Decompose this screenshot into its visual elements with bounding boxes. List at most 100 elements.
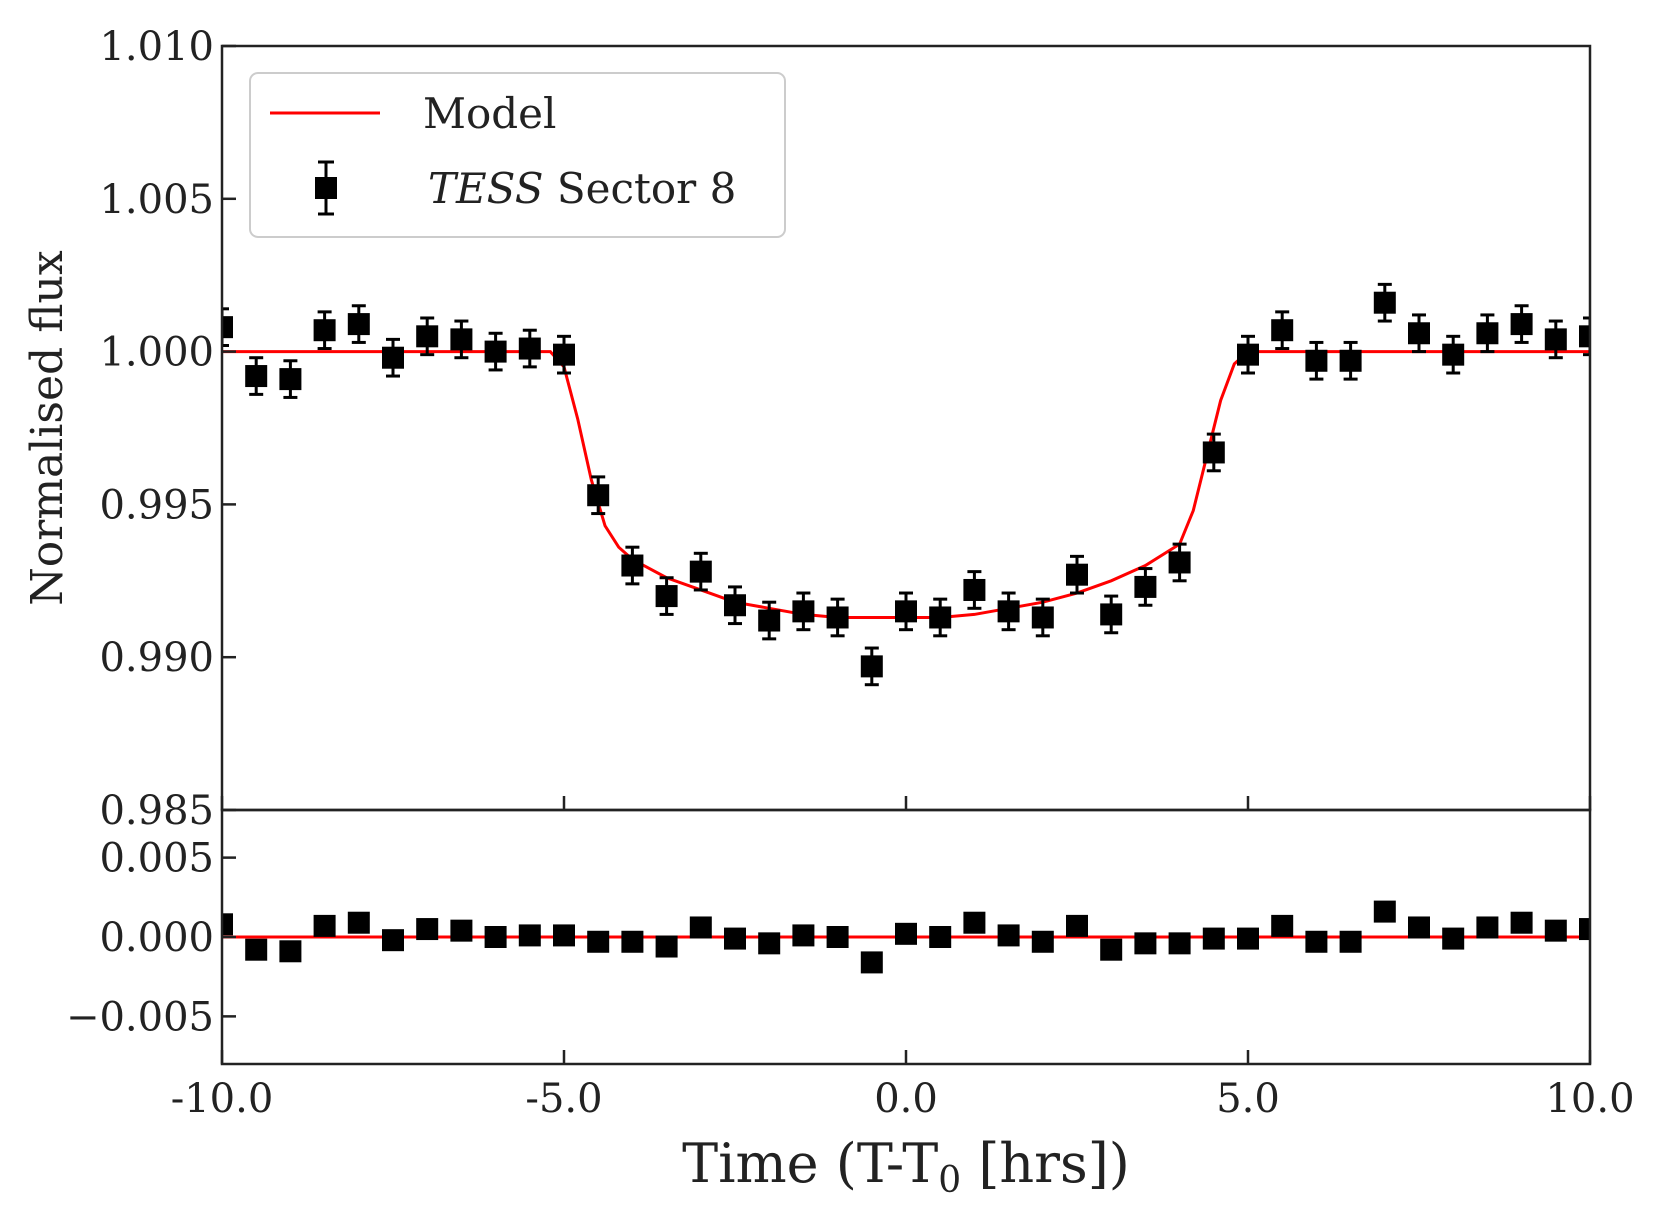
residual-marker [1510,911,1533,934]
residual-marker [1544,919,1567,942]
residuals-panel: −0.005 0.000 0.005 -10.0 -5.0 0.0 5.0 10.0 [66,808,1635,1122]
residual-x-ticks: -10.0 -5.0 0.0 5.0 10.0 [171,1050,1635,1122]
flux-point [1066,554,1088,595]
flux-point [313,310,336,351]
residual-marker [450,919,473,942]
residual-marker [1408,916,1430,939]
flux-point [1168,542,1191,583]
flux-x-ticks [220,796,1592,810]
flux-marker [1066,563,1088,586]
residual-marker [1031,930,1054,953]
flux-marker [1579,325,1590,348]
model-curve-layer [222,350,1590,619]
flux-point [1237,334,1259,375]
flux-point [895,591,917,632]
flux-point [621,545,644,586]
residual-marker [758,932,781,955]
flux-point [1544,319,1567,360]
flux-point [1339,340,1362,381]
residual-y-ticks: −0.005 0.000 0.005 [66,836,236,1040]
flux-marker [1202,441,1225,464]
flux-marker [826,606,849,629]
residual-marker [963,911,986,934]
flux-marker [382,346,404,369]
flux-y-tick-label: 1.000 [99,330,214,376]
residual-marker [1237,927,1259,950]
flux-marker [929,606,952,629]
flux-point [1579,316,1590,357]
x-tick-label: 5.0 [1216,1076,1280,1122]
residual-marker [382,929,404,952]
flux-point [245,356,268,396]
flux-y-ticks: 0.985 0.990 0.995 1.000 1.005 1.010 [99,24,236,834]
flux-point [450,319,473,360]
flux-point [997,591,1020,632]
flux-marker [1031,606,1054,629]
flux-point [860,646,883,687]
residual-marker [895,922,917,945]
flux-point [416,316,439,357]
residual-marker [347,911,370,934]
flux-point [1408,313,1430,354]
legend-data-label-italic: TESS [428,164,543,213]
flux-point [1373,282,1396,323]
flux-point [655,576,678,616]
residual-marker [792,924,815,947]
residual-y-tick-label: −0.005 [66,994,214,1040]
residual-marker [860,951,883,974]
flux-marker [1510,313,1533,336]
x-axis-label-suffix: [hrs]) [961,1132,1130,1195]
flux-marker [1168,551,1191,574]
model-curve [222,350,1590,619]
flux-marker [245,365,268,388]
residual-marker [1168,932,1191,955]
x-tick-label: 10.0 [1545,1076,1634,1122]
residual-marker [929,926,952,948]
x-tick-label: -10.0 [171,1076,274,1122]
flux-point [553,334,575,375]
flux-point [484,331,507,372]
flux-y-tick-label: 0.985 [99,788,214,834]
legend: Model TESS Sector 8 [249,72,786,238]
flux-marker [1476,322,1499,345]
residual-marker [484,926,507,948]
flux-point [382,337,404,378]
flux-point [963,570,986,610]
residual-marker [1134,932,1157,955]
residual-marker [313,914,336,937]
flux-point [1100,594,1123,635]
flux-marker [655,585,678,608]
flux-marker [963,578,986,601]
flux-marker [450,328,473,351]
flux-marker [1134,575,1157,598]
residual-marker [1100,938,1123,961]
flux-point [587,475,610,516]
flux-point [689,551,712,592]
residual-marker [997,924,1020,947]
x-axis-label-main: Time (T-T [682,1132,938,1195]
flux-marker [587,484,610,507]
residual-marker [1066,914,1088,937]
residual-marker [553,924,575,947]
residual-y-tick-label: 0.005 [99,836,214,882]
flux-point [1305,340,1328,381]
flux-marker [1339,349,1362,372]
flux-marker [895,600,917,623]
residual-points-layer [222,900,1590,974]
flux-point [222,307,233,347]
residual-marker [245,938,268,961]
residual-marker [724,927,746,950]
flux-point [758,600,781,641]
residual-marker [1442,927,1465,950]
flux-point [1510,304,1533,344]
flux-marker [1442,343,1465,366]
residual-y-tick-label: 0.000 [99,915,214,961]
flux-points-layer [222,282,1590,687]
flux-marker [1544,328,1567,351]
flux-point [929,597,952,638]
flux-point [279,359,302,399]
flux-marker [347,313,370,336]
x-axis-label: Time (T-T0 [hrs]) [682,1132,1130,1201]
x-tick-label: 0.0 [874,1076,938,1122]
